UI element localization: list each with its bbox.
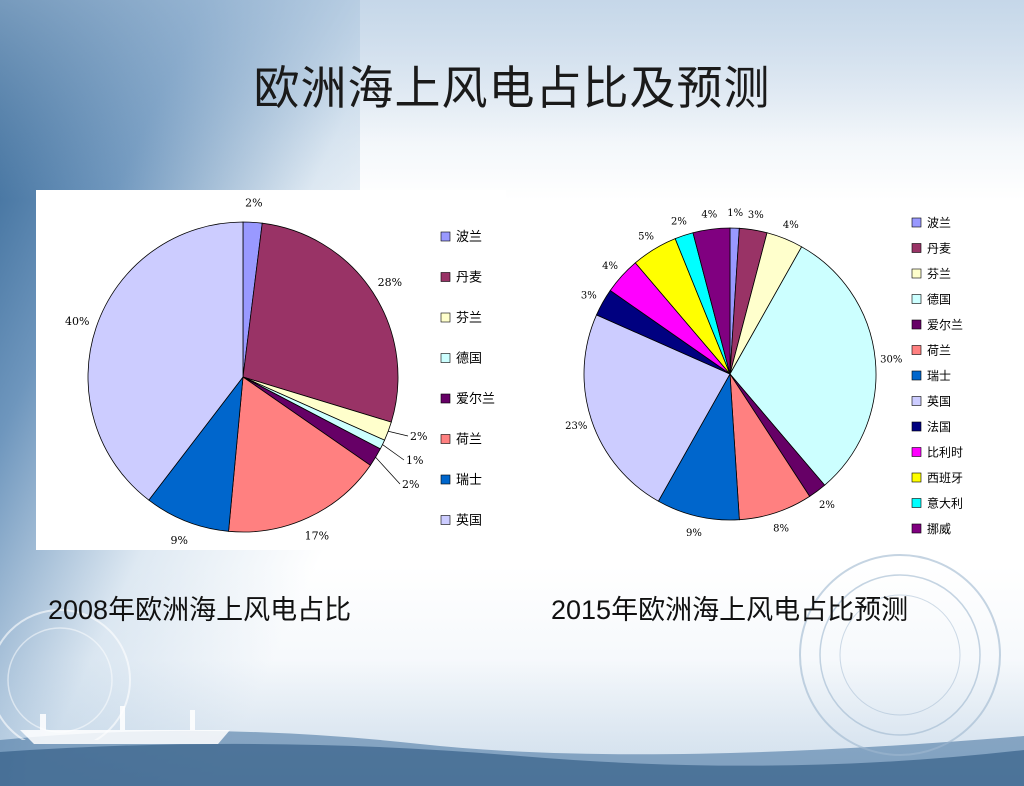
- pie-data-label: 5%: [638, 231, 654, 242]
- legend-entry: 爱尔兰: [927, 317, 963, 332]
- pie-data-label: 2%: [410, 430, 427, 443]
- pie-data-label: 4%: [602, 261, 618, 272]
- legend-swatch: [911, 294, 922, 304]
- legend-swatch: [440, 474, 451, 485]
- chart-panel-2008: 2% 28% 2% 1% 2% 17% 9% 40% 波兰丹麦芬兰德国爱尔兰荷兰瑞士英国: [36, 190, 506, 550]
- legend-swatch: [440, 272, 451, 282]
- chart-panel-2015: 1% 3% 4% 30% 2% 8% 9% 23% 3% 4% 5% 2% 4% 波兰丹麦芬兰德国爱尔兰荷…: [565, 202, 1005, 547]
- pie-slice-丹麦: [242, 222, 399, 423]
- pie-slice-英国: [87, 221, 244, 501]
- legend-swatch: [911, 498, 922, 508]
- pie-data-label: 2%: [245, 196, 262, 209]
- legend-entry: 波兰: [456, 230, 482, 245]
- legend-swatch: [911, 217, 922, 228]
- pie-chart-2015: 1% 3% 4% 30% 2% 8% 9% 23% 3% 4% 5% 2% 4% 波兰丹麦芬兰德国爱尔兰荷…: [565, 208, 963, 539]
- legend-swatch: [911, 396, 922, 406]
- legend-entry: 德国: [927, 292, 951, 307]
- pie-data-label: 17%: [305, 530, 329, 543]
- legend-entry: 英国: [456, 514, 482, 529]
- pie-slice-挪威: [692, 227, 731, 375]
- pie-data-label: 4%: [701, 209, 717, 220]
- pie-slice-德国: [729, 246, 877, 486]
- legend-swatch: [440, 515, 451, 525]
- pie-data-label: 9%: [686, 528, 702, 539]
- legend-swatch: [911, 268, 922, 279]
- legend-swatch: [911, 421, 922, 432]
- decorative-circles: [799, 554, 1001, 756]
- legend-swatch: [911, 370, 922, 381]
- legend-entry: 英国: [927, 395, 951, 409]
- pie-data-label: 2%: [402, 478, 419, 491]
- legend-entry: 波兰: [927, 216, 951, 230]
- legend-swatch: [911, 319, 922, 330]
- page-title: 欧洲海上风电占比及预测: [253, 61, 771, 115]
- pie-data-label: 40%: [65, 315, 89, 328]
- pie-leader-line: [382, 444, 405, 461]
- legend-swatch: [911, 523, 922, 534]
- legend-swatch: [440, 312, 451, 323]
- caption-2008: 2008年欧洲海上风电占比: [48, 595, 352, 625]
- pie-data-label: 23%: [565, 421, 587, 432]
- legend-entry: 芬兰: [927, 267, 951, 281]
- pie-leader-line: [388, 430, 409, 437]
- legend-swatch: [911, 243, 922, 253]
- pie-data-label: 3%: [748, 210, 764, 221]
- legend-entry: 比利时: [927, 446, 963, 460]
- pie-slice-瑞士: [657, 372, 740, 521]
- legend-entry: 意大利: [927, 496, 963, 511]
- pie-data-label: 1%: [406, 454, 423, 467]
- pie-leader-line: [375, 457, 401, 485]
- legend-swatch: [440, 393, 451, 404]
- legend-entry: 挪威: [927, 522, 951, 536]
- pie-data-label: 3%: [581, 291, 597, 302]
- legend-entry: 丹麦: [927, 242, 951, 256]
- pie-data-label: 1%: [727, 208, 743, 219]
- pie-data-label: 2%: [819, 500, 835, 511]
- pie-data-label: 4%: [783, 220, 799, 231]
- legend-entry: 荷兰: [456, 433, 482, 448]
- legend-swatch: [911, 472, 922, 483]
- legend-entry: 爱尔兰: [456, 392, 495, 407]
- legend-swatch: [440, 353, 451, 363]
- legend-entry: 西班牙: [927, 471, 963, 485]
- legend-entry: 荷兰: [927, 344, 951, 358]
- background-top-gradient: [0, 0, 1024, 200]
- legend-swatch: [440, 231, 451, 242]
- pie-slice-瑞士: [148, 375, 244, 532]
- pie-data-label: 9%: [170, 534, 187, 547]
- legend-entry: 法国: [927, 420, 951, 434]
- legend-swatch: [911, 345, 922, 355]
- pie-data-label: 2%: [671, 216, 687, 227]
- legend-entry: 芬兰: [456, 311, 482, 326]
- pie-data-label: 8%: [773, 524, 789, 535]
- legend-swatch: [440, 434, 451, 444]
- pie-data-label: 28%: [378, 276, 402, 289]
- legend-entry: 瑞士: [456, 473, 482, 488]
- legend-entry: 瑞士: [927, 369, 951, 383]
- caption-2015: 2015年欧洲海上风电占比预测: [551, 595, 909, 625]
- decorative-circles-left: [0, 609, 131, 740]
- legend-entry: 德国: [456, 352, 482, 367]
- legend-entry: 丹麦: [456, 271, 482, 286]
- legend-swatch: [911, 447, 922, 457]
- decorative-ship-and-waves: [0, 706, 1024, 786]
- pie-data-label: 30%: [880, 354, 902, 365]
- pie-slice-荷兰: [228, 376, 371, 533]
- pie-slice-英国: [583, 314, 731, 502]
